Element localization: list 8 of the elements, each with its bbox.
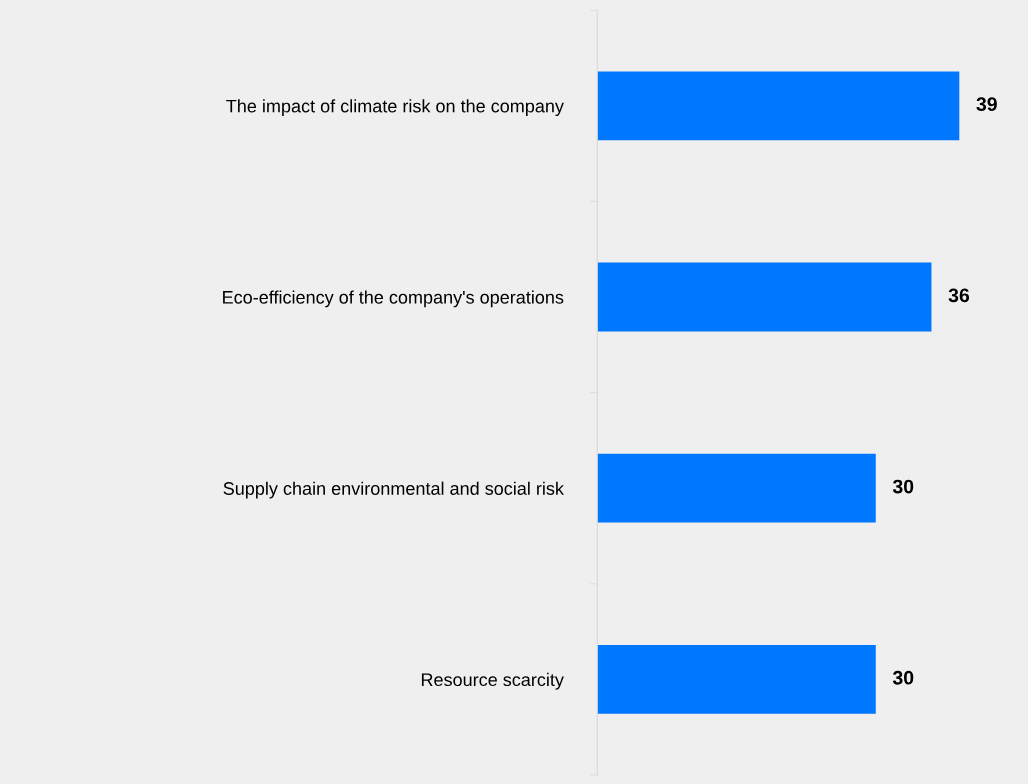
y-tick-label: Supply chain environmental and social risk xyxy=(223,481,564,499)
data-label: 39 xyxy=(976,97,997,112)
data-label: 36 xyxy=(948,288,970,303)
y-tick-label: The impact of climate risk on the company xyxy=(226,99,564,117)
y-tick-label: Resource scarcity xyxy=(421,672,564,690)
data-label: 30 xyxy=(892,670,914,685)
data-label: 30 xyxy=(892,479,914,494)
y-tick-label: Eco-efficiency of the company's operations xyxy=(223,290,564,308)
